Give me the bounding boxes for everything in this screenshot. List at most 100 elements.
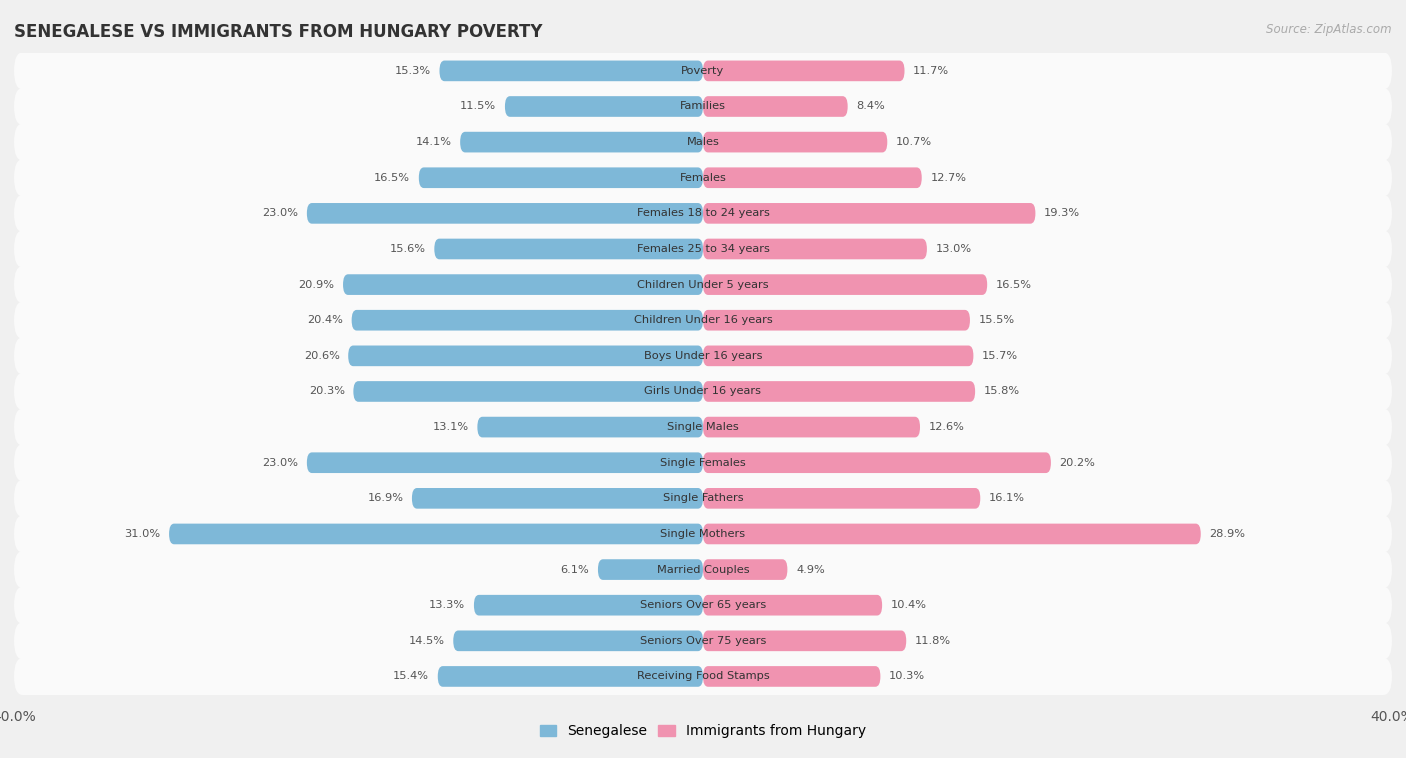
Text: 4.9%: 4.9% [796, 565, 825, 575]
Text: 28.9%: 28.9% [1209, 529, 1246, 539]
FancyBboxPatch shape [14, 551, 1392, 588]
FancyBboxPatch shape [703, 132, 887, 152]
FancyBboxPatch shape [14, 658, 1392, 695]
Text: Single Mothers: Single Mothers [661, 529, 745, 539]
FancyBboxPatch shape [343, 274, 703, 295]
Text: 16.1%: 16.1% [988, 493, 1025, 503]
Text: 20.6%: 20.6% [304, 351, 340, 361]
Text: Females: Females [679, 173, 727, 183]
Text: 14.1%: 14.1% [416, 137, 451, 147]
Text: 11.5%: 11.5% [460, 102, 496, 111]
FancyBboxPatch shape [460, 132, 703, 152]
Text: Males: Males [686, 137, 720, 147]
Text: 15.3%: 15.3% [395, 66, 430, 76]
Text: 16.5%: 16.5% [374, 173, 411, 183]
FancyBboxPatch shape [703, 595, 882, 615]
Text: 23.0%: 23.0% [263, 458, 298, 468]
Text: Seniors Over 65 years: Seniors Over 65 years [640, 600, 766, 610]
FancyBboxPatch shape [440, 61, 703, 81]
FancyBboxPatch shape [598, 559, 703, 580]
Text: 6.1%: 6.1% [561, 565, 589, 575]
FancyBboxPatch shape [14, 515, 1392, 553]
FancyBboxPatch shape [307, 453, 703, 473]
Text: 20.4%: 20.4% [307, 315, 343, 325]
Text: Source: ZipAtlas.com: Source: ZipAtlas.com [1267, 23, 1392, 36]
FancyBboxPatch shape [352, 310, 703, 330]
FancyBboxPatch shape [14, 444, 1392, 481]
FancyBboxPatch shape [14, 266, 1392, 303]
FancyBboxPatch shape [703, 96, 848, 117]
Text: 10.4%: 10.4% [891, 600, 927, 610]
Text: Single Males: Single Males [666, 422, 740, 432]
Legend: Senegalese, Immigrants from Hungary: Senegalese, Immigrants from Hungary [534, 719, 872, 744]
FancyBboxPatch shape [353, 381, 703, 402]
Text: 14.5%: 14.5% [409, 636, 444, 646]
Text: Single Fathers: Single Fathers [662, 493, 744, 503]
FancyBboxPatch shape [703, 239, 927, 259]
Text: 23.0%: 23.0% [263, 208, 298, 218]
Text: 8.4%: 8.4% [856, 102, 884, 111]
Text: 31.0%: 31.0% [124, 529, 160, 539]
Text: 11.8%: 11.8% [915, 636, 950, 646]
FancyBboxPatch shape [703, 346, 973, 366]
Text: 15.7%: 15.7% [981, 351, 1018, 361]
FancyBboxPatch shape [349, 346, 703, 366]
FancyBboxPatch shape [703, 274, 987, 295]
Text: 10.7%: 10.7% [896, 137, 932, 147]
Text: 20.3%: 20.3% [309, 387, 344, 396]
Text: 19.3%: 19.3% [1045, 208, 1080, 218]
FancyBboxPatch shape [14, 124, 1392, 161]
FancyBboxPatch shape [14, 159, 1392, 196]
FancyBboxPatch shape [419, 168, 703, 188]
Text: 20.2%: 20.2% [1060, 458, 1095, 468]
Text: Females 18 to 24 years: Females 18 to 24 years [637, 208, 769, 218]
FancyBboxPatch shape [703, 168, 922, 188]
FancyBboxPatch shape [14, 230, 1392, 268]
Text: 15.4%: 15.4% [394, 672, 429, 681]
Text: 13.3%: 13.3% [429, 600, 465, 610]
FancyBboxPatch shape [703, 417, 920, 437]
FancyBboxPatch shape [14, 195, 1392, 232]
Text: 11.7%: 11.7% [912, 66, 949, 76]
Text: Single Females: Single Females [661, 458, 745, 468]
FancyBboxPatch shape [703, 203, 1035, 224]
FancyBboxPatch shape [703, 631, 907, 651]
FancyBboxPatch shape [474, 595, 703, 615]
FancyBboxPatch shape [412, 488, 703, 509]
FancyBboxPatch shape [14, 409, 1392, 446]
FancyBboxPatch shape [14, 480, 1392, 517]
FancyBboxPatch shape [703, 666, 880, 687]
Text: 16.9%: 16.9% [367, 493, 404, 503]
Text: Boys Under 16 years: Boys Under 16 years [644, 351, 762, 361]
Text: 12.7%: 12.7% [931, 173, 966, 183]
FancyBboxPatch shape [169, 524, 703, 544]
Text: Girls Under 16 years: Girls Under 16 years [644, 387, 762, 396]
FancyBboxPatch shape [437, 666, 703, 687]
Text: Poverty: Poverty [682, 66, 724, 76]
Text: 15.6%: 15.6% [389, 244, 426, 254]
Text: 13.1%: 13.1% [433, 422, 468, 432]
FancyBboxPatch shape [14, 88, 1392, 125]
FancyBboxPatch shape [703, 488, 980, 509]
FancyBboxPatch shape [434, 239, 703, 259]
FancyBboxPatch shape [703, 61, 904, 81]
Text: SENEGALESE VS IMMIGRANTS FROM HUNGARY POVERTY: SENEGALESE VS IMMIGRANTS FROM HUNGARY PO… [14, 23, 543, 41]
FancyBboxPatch shape [478, 417, 703, 437]
Text: Families: Families [681, 102, 725, 111]
FancyBboxPatch shape [14, 373, 1392, 410]
Text: 20.9%: 20.9% [298, 280, 335, 290]
Text: Females 25 to 34 years: Females 25 to 34 years [637, 244, 769, 254]
Text: Children Under 5 years: Children Under 5 years [637, 280, 769, 290]
FancyBboxPatch shape [703, 559, 787, 580]
Text: Married Couples: Married Couples [657, 565, 749, 575]
Text: 16.5%: 16.5% [995, 280, 1032, 290]
FancyBboxPatch shape [307, 203, 703, 224]
Text: Receiving Food Stamps: Receiving Food Stamps [637, 672, 769, 681]
FancyBboxPatch shape [14, 52, 1392, 89]
Text: 15.5%: 15.5% [979, 315, 1015, 325]
Text: 10.3%: 10.3% [889, 672, 925, 681]
Text: 13.0%: 13.0% [935, 244, 972, 254]
FancyBboxPatch shape [14, 622, 1392, 659]
FancyBboxPatch shape [703, 453, 1050, 473]
FancyBboxPatch shape [14, 587, 1392, 624]
